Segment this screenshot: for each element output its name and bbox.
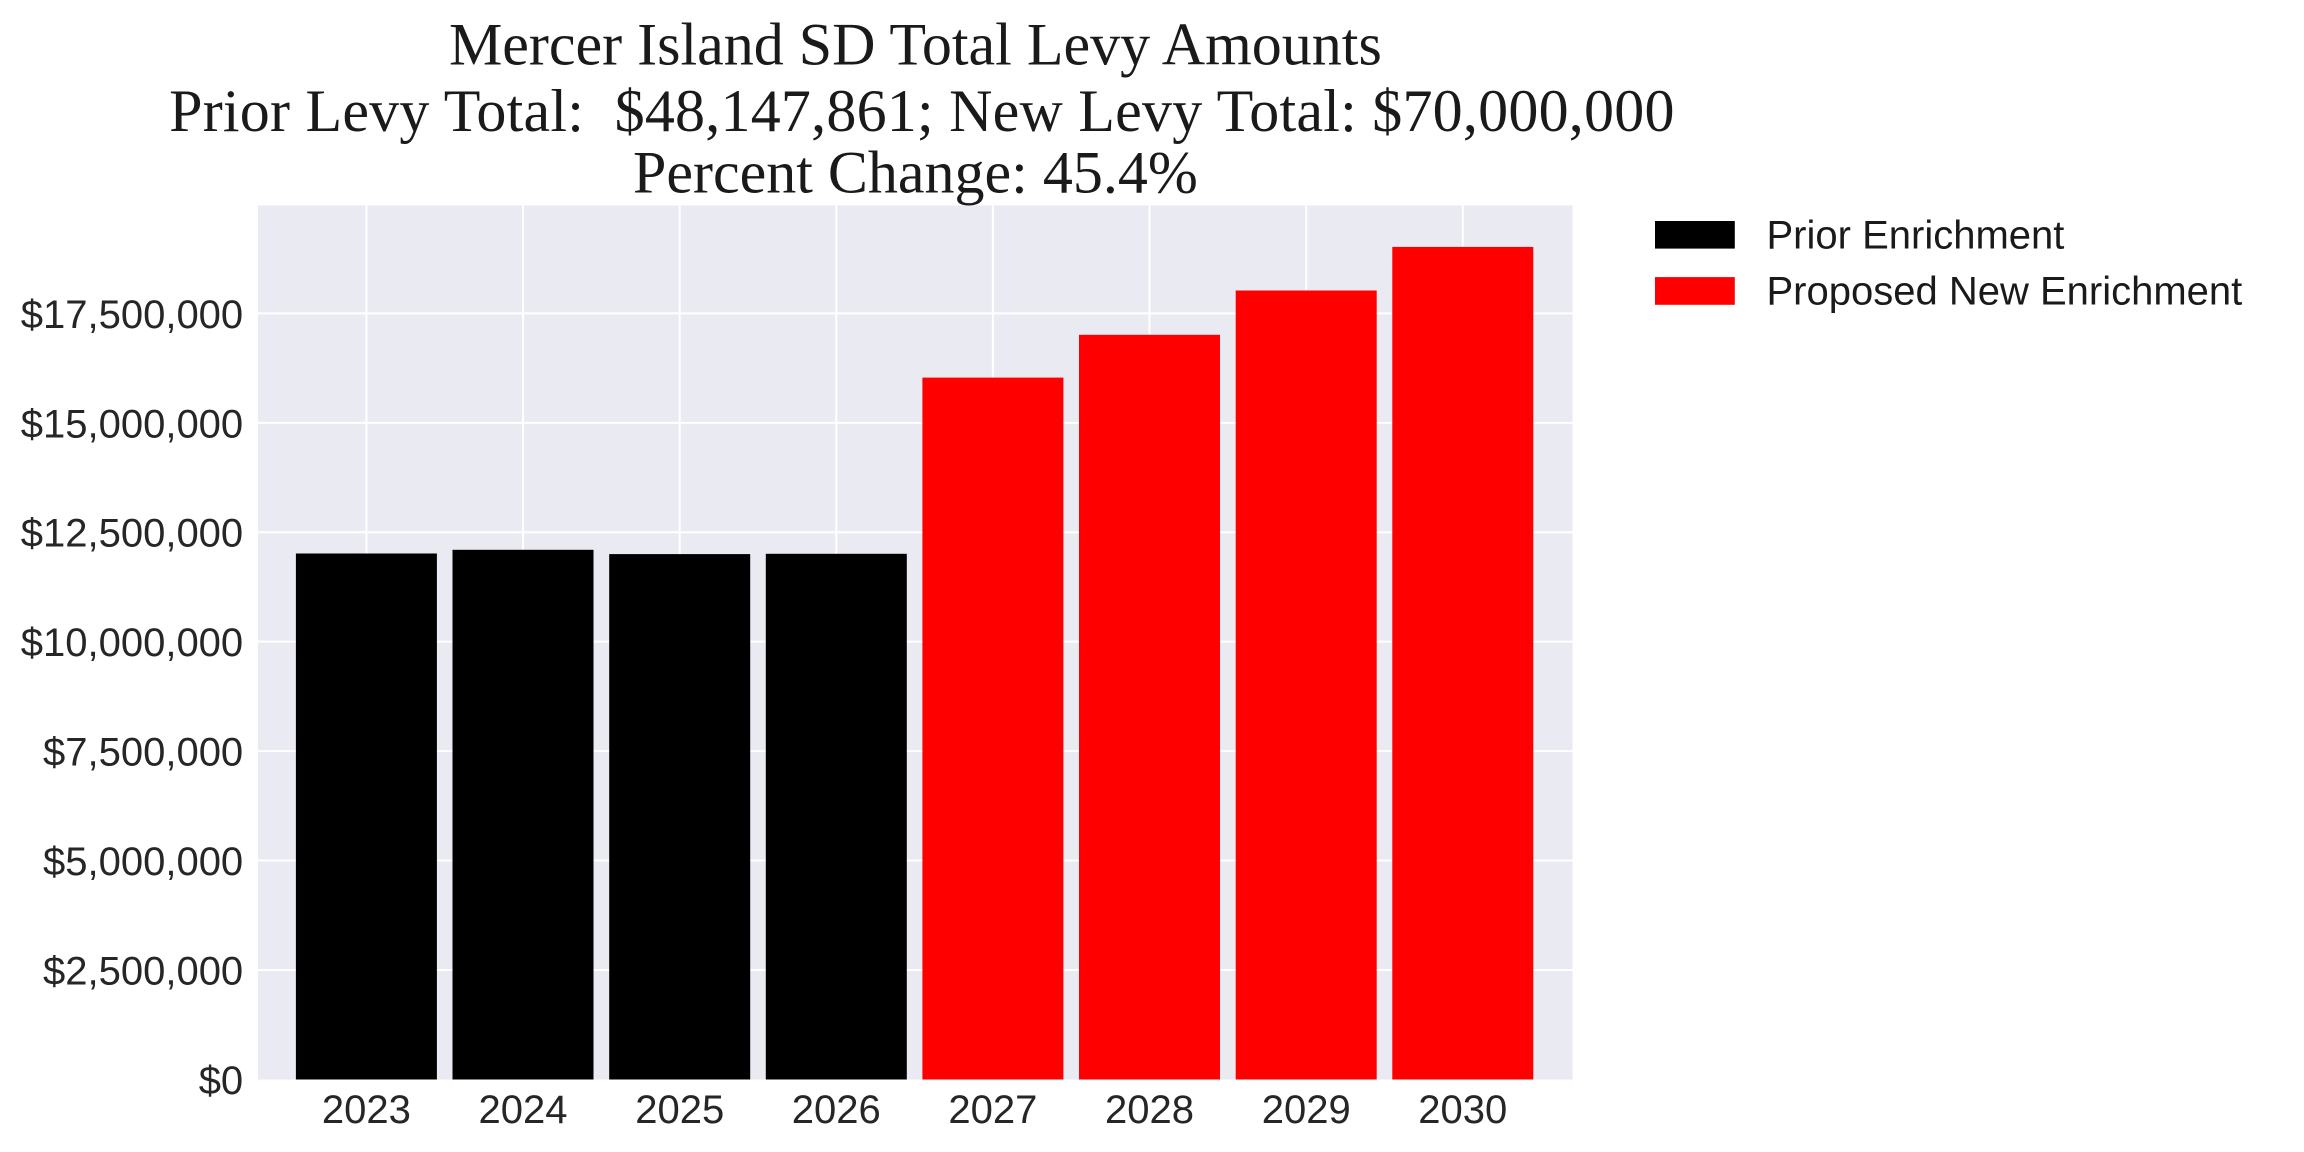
svg-text:$2,500,000: $2,500,000 [43,949,243,993]
svg-text:Prior Enrichment: Prior Enrichment [1767,214,2065,258]
svg-text:Mercer Island SD Total Levy Am: Mercer Island SD Total Levy Amounts [449,12,1382,78]
svg-text:2023: 2023 [322,1088,411,1132]
svg-text:$0: $0 [199,1059,244,1103]
svg-text:Proposed New Enrichment: Proposed New Enrichment [1767,270,2243,314]
svg-text:2027: 2027 [948,1088,1037,1132]
svg-text:$10,000,000: $10,000,000 [21,621,243,665]
svg-text:$7,500,000: $7,500,000 [43,731,243,775]
svg-text:2025: 2025 [635,1088,724,1132]
svg-text:Percent Change: 45.4%: Percent Change: 45.4% [633,139,1198,205]
svg-text:$15,000,000: $15,000,000 [21,402,243,446]
svg-text:Prior Levy Total: $48,147,861: Prior Levy Total: $48,147,861; New Levy … [169,78,1675,144]
svg-text:2030: 2030 [1418,1088,1507,1132]
svg-text:$5,000,000: $5,000,000 [43,840,243,884]
svg-text:$17,500,000: $17,500,000 [21,293,243,337]
svg-text:2024: 2024 [479,1088,568,1132]
svg-text:$12,500,000: $12,500,000 [21,512,243,556]
svg-text:2029: 2029 [1262,1088,1351,1132]
svg-text:2026: 2026 [792,1088,881,1132]
svg-text:2028: 2028 [1105,1088,1194,1132]
